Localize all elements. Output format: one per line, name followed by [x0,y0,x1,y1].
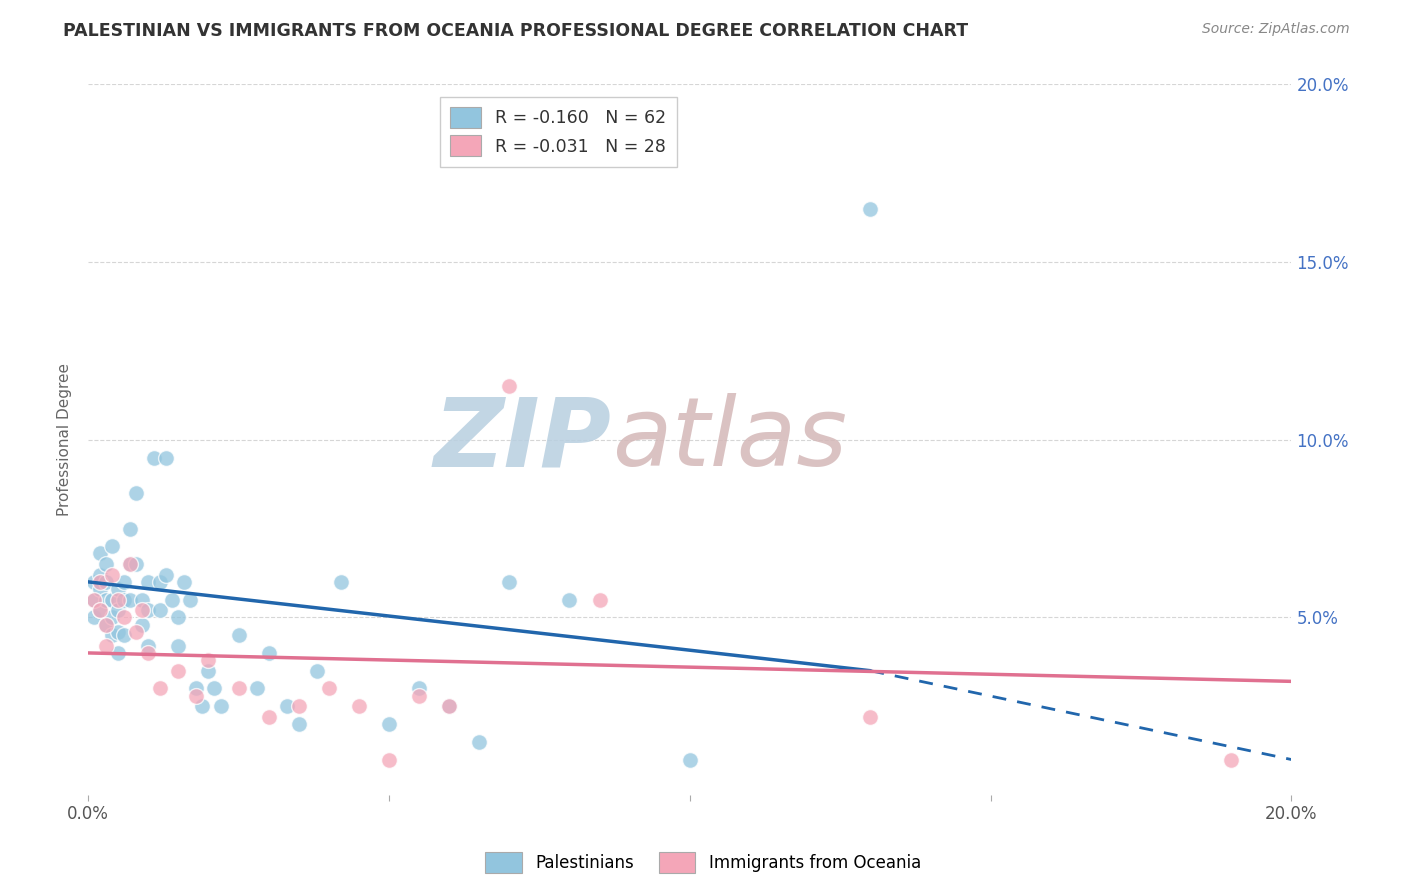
Point [112,592,135,607]
Point [89,574,111,589]
Point [136,603,159,617]
Point [112,574,135,589]
Point [859,202,882,216]
Point [112,628,135,642]
Legend: R = -0.160   N = 62, R = -0.031   N = 28: R = -0.160 N = 62, R = -0.031 N = 28 [440,96,676,167]
Point [197,653,219,667]
Text: PALESTINIAN VS IMMIGRANTS FROM OCEANIA PROFESSIONAL DEGREE CORRELATION CHART: PALESTINIAN VS IMMIGRANTS FROM OCEANIA P… [63,22,969,40]
Point [558,592,581,607]
Point [468,735,491,749]
Point [136,639,159,653]
Point [107,592,129,607]
Text: atlas: atlas [612,393,846,486]
Point [246,681,269,696]
Point [136,574,159,589]
Point [107,624,129,639]
Point [101,567,124,582]
Point [498,574,520,589]
Point [276,699,298,714]
Point [197,664,219,678]
Point [107,582,129,596]
Point [329,574,352,589]
Point [287,717,309,731]
Point [228,681,250,696]
Point [101,628,124,642]
Point [96,617,118,632]
Point [287,699,309,714]
Point [89,567,111,582]
Point [131,592,153,607]
Point [101,539,124,553]
Point [101,592,124,607]
Point [143,450,166,465]
Point [378,752,401,766]
Point [96,592,118,607]
Point [101,610,124,624]
Point [378,717,401,731]
Point [408,681,430,696]
Y-axis label: Professional Degree: Professional Degree [58,363,72,516]
Point [120,592,142,607]
Point [89,603,111,617]
Point [167,610,190,624]
Point [131,603,153,617]
Point [89,546,111,560]
Point [155,567,177,582]
Point [257,646,280,660]
Point [89,603,111,617]
Point [167,664,190,678]
Point [107,646,129,660]
Point [186,681,208,696]
Point [125,557,148,571]
Text: Source: ZipAtlas.com: Source: ZipAtlas.com [1202,22,1350,37]
Point [149,603,172,617]
Point [173,574,195,589]
Point [859,710,882,724]
Point [318,681,340,696]
Point [186,689,208,703]
Point [96,574,118,589]
Point [347,699,370,714]
Point [125,624,148,639]
Point [155,450,177,465]
Point [679,752,702,766]
Point [437,699,460,714]
Point [112,610,135,624]
Point [209,699,232,714]
Point [120,557,142,571]
Point [136,646,159,660]
Point [162,592,184,607]
Point [125,486,148,500]
Point [83,592,105,607]
Point [228,628,250,642]
Point [83,610,105,624]
Point [305,664,328,678]
Point [179,592,201,607]
Legend: Palestinians, Immigrants from Oceania: Palestinians, Immigrants from Oceania [478,846,928,880]
Point [149,681,172,696]
Point [83,574,105,589]
Point [149,574,172,589]
Point [191,699,214,714]
Point [120,522,142,536]
Point [408,689,430,703]
Point [96,639,118,653]
Point [437,699,460,714]
Point [131,617,153,632]
Point [1220,752,1243,766]
Point [120,557,142,571]
Text: ZIP: ZIP [433,393,612,486]
Point [107,603,129,617]
Point [89,582,111,596]
Point [96,617,118,632]
Point [204,681,226,696]
Point [83,592,105,607]
Point [167,639,190,653]
Point [588,592,610,607]
Point [257,710,280,724]
Point [96,557,118,571]
Point [498,379,520,393]
